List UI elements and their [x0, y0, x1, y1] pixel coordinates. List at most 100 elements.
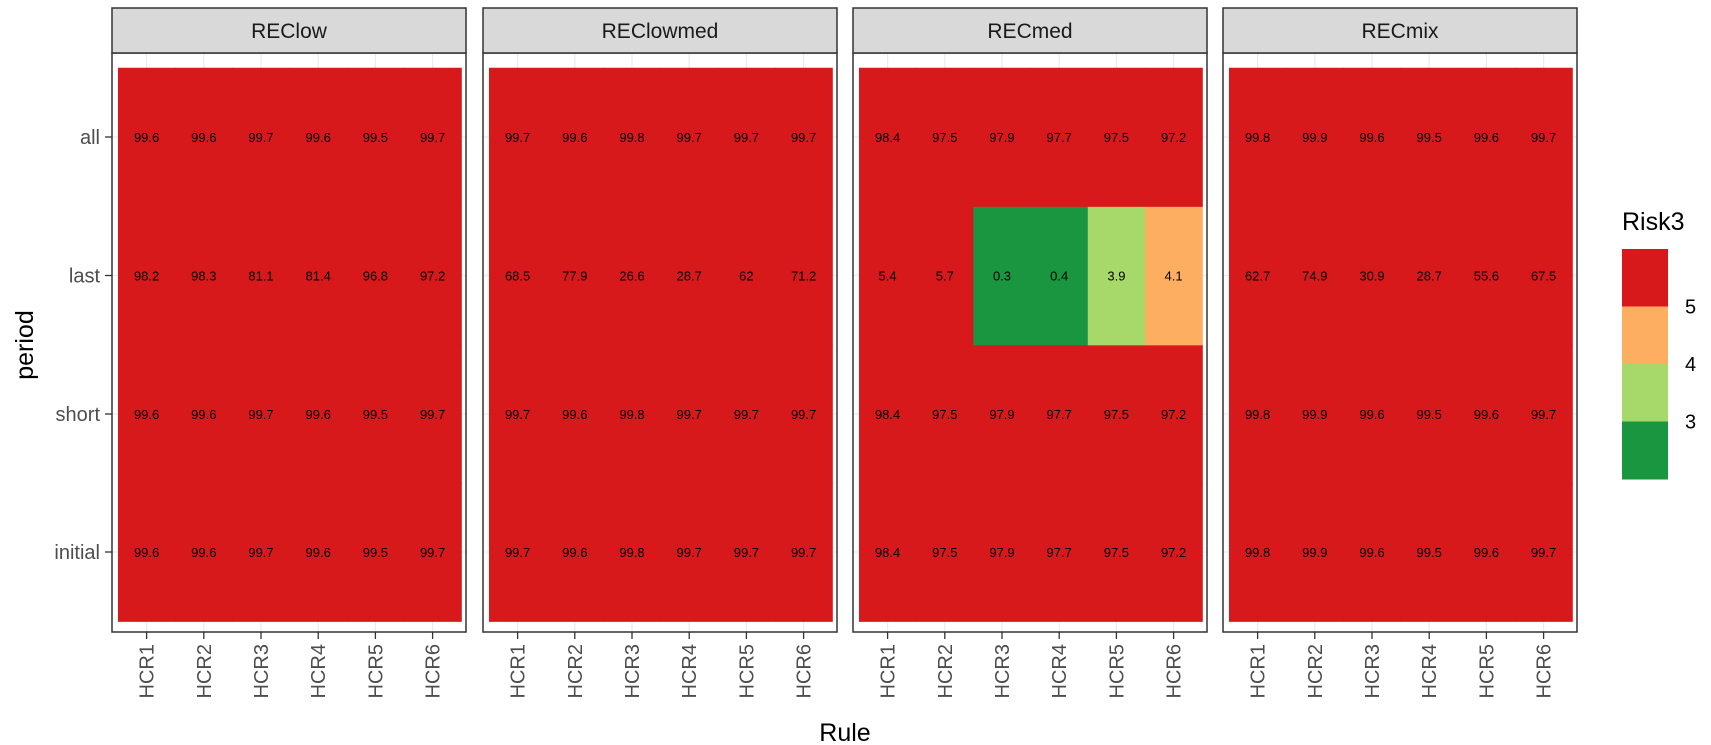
cell-value-label: 99.9	[1302, 407, 1327, 422]
cell-value-label: 0.4	[1050, 269, 1068, 284]
x-tick-label: HCR4	[1419, 644, 1441, 698]
cell-value-label: 97.7	[1047, 407, 1072, 422]
heatmap-tile	[717, 67, 776, 207]
cell-value-label: 77.9	[562, 269, 587, 284]
cell-value-label: 99.7	[420, 545, 445, 560]
cell-value-label: 97.2	[420, 269, 445, 284]
cell-value-label: 4.1	[1165, 269, 1183, 284]
heatmap-tile	[916, 67, 974, 207]
x-tick-label: HCR5	[365, 644, 387, 698]
cell-value-label: 99.7	[677, 407, 702, 422]
x-tick-label: HCR6	[1534, 644, 1556, 698]
cell-value-label: 99.6	[1359, 407, 1384, 422]
heatmap-tile	[1343, 67, 1402, 207]
heatmap-tile	[859, 67, 917, 207]
cell-value-label: 98.4	[875, 130, 900, 145]
cell-value-label: 99.7	[677, 130, 702, 145]
cell-value-label: 97.9	[989, 407, 1014, 422]
cell-value-label: 97.5	[1104, 407, 1129, 422]
heatmap-tile	[118, 67, 176, 207]
heatmap-tile	[1229, 482, 1287, 622]
cell-value-label: 99.6	[191, 545, 216, 560]
heatmap-tile	[232, 206, 291, 346]
x-tick-label: HCR6	[1164, 644, 1186, 698]
heatmap-tile	[1087, 67, 1146, 207]
x-tick-label: HCR1	[137, 644, 159, 698]
heatmap-tile	[973, 344, 1032, 484]
cell-value-label: 99.5	[363, 130, 388, 145]
heatmap-tile	[289, 482, 348, 622]
legend-keys: 5 4 3	[1622, 249, 1696, 480]
heatmap-tile	[346, 482, 405, 622]
cell-value-label: 28.7	[1417, 269, 1442, 284]
cell-value-label: 99.6	[1474, 407, 1499, 422]
heatmap-tile	[1400, 482, 1459, 622]
cell-value-label: 74.9	[1302, 269, 1327, 284]
heatmap-tile	[603, 67, 662, 207]
y-tick-label: initial	[54, 542, 100, 564]
legend-label: 5	[1685, 297, 1696, 319]
cell-value-label: 99.6	[306, 407, 331, 422]
heatmap-tile	[489, 67, 547, 207]
heatmap-tile	[1286, 67, 1344, 207]
y-tick-label: short	[56, 404, 101, 426]
cell-value-label: 99.6	[562, 545, 587, 560]
heatmap-tile	[660, 206, 719, 346]
cell-value-label: 97.2	[1161, 545, 1186, 560]
x-tick-label: HCR3	[1362, 644, 1384, 698]
cell-value-label: 99.7	[1531, 545, 1556, 560]
cell-value-label: 97.2	[1161, 130, 1186, 145]
heatmap-tile	[175, 206, 233, 346]
heatmap-tile	[1145, 344, 1203, 484]
cell-value-label: 99.7	[734, 407, 759, 422]
cell-value-label: 99.6	[134, 130, 159, 145]
heatmap-tile	[1286, 482, 1344, 622]
facet-panel-REClowmed: 99.7 99.6 99.8 99.7 99.7 99.7 99.7 99.6 99.8 99.7…	[482, 7, 838, 698]
cell-value-label: 5.4	[879, 269, 897, 284]
cell-value-label: 62	[739, 269, 753, 284]
facet-strip	[111, 7, 467, 54]
heatmap-tile	[1457, 67, 1516, 207]
cell-value-label: 99.6	[134, 545, 159, 560]
x-tick-label: HCR6	[794, 644, 816, 698]
cell-value-label: 81.4	[306, 269, 331, 284]
cell-value-label: 98.4	[875, 407, 900, 422]
cell-value-label: 99.7	[505, 407, 530, 422]
heatmap-tile	[1286, 344, 1344, 484]
cell-value-label: 97.9	[989, 130, 1014, 145]
x-tick-label: HCR3	[992, 644, 1014, 698]
facet-panels: 99.6 99.6 99.7 99.6 99.5 99.7 99.6 99.6 99.7 99.6…	[111, 7, 1578, 698]
heatmap-tile	[1087, 344, 1146, 484]
heatmap-tile	[1457, 206, 1516, 346]
y-tick-label: last	[69, 266, 101, 288]
cell-value-label: 99.9	[1302, 545, 1327, 560]
cell-value-label: 99.7	[791, 130, 816, 145]
heatmap-tile	[973, 482, 1032, 622]
facet-strip	[482, 7, 838, 54]
heatmap-tile	[916, 344, 974, 484]
x-tick-label: HCR4	[1049, 644, 1071, 698]
heatmap-tile	[717, 482, 776, 622]
cell-value-label: 99.7	[734, 545, 759, 560]
cell-value-label: 81.1	[248, 269, 273, 284]
heatmap-tile	[404, 344, 462, 484]
cell-value-label: 99.6	[191, 407, 216, 422]
x-tick-label: HCR1	[508, 644, 530, 698]
cell-value-label: 67.5	[1531, 269, 1556, 284]
cell-value-label: 26.6	[619, 269, 644, 284]
heatmap-tile	[973, 67, 1032, 207]
heatmap-tile	[175, 482, 233, 622]
heatmap-tile	[1515, 482, 1573, 622]
heatmap-tile	[546, 344, 604, 484]
cell-value-label: 98.2	[134, 269, 159, 284]
heatmap-tile	[1515, 67, 1573, 207]
cell-value-label: 97.5	[932, 407, 957, 422]
heatmap-tile	[489, 206, 547, 346]
facet-panel-RECmix: 99.8 99.9 99.6 99.5 99.6 99.7 99.8 99.9 99.6 99.5…	[1222, 7, 1578, 698]
cell-value-label: 99.7	[1531, 130, 1556, 145]
cell-value-label: 99.6	[1474, 545, 1499, 560]
cell-value-label: 99.7	[248, 130, 273, 145]
heatmap-tile	[1145, 67, 1203, 207]
heatmap-tile	[973, 206, 1032, 346]
